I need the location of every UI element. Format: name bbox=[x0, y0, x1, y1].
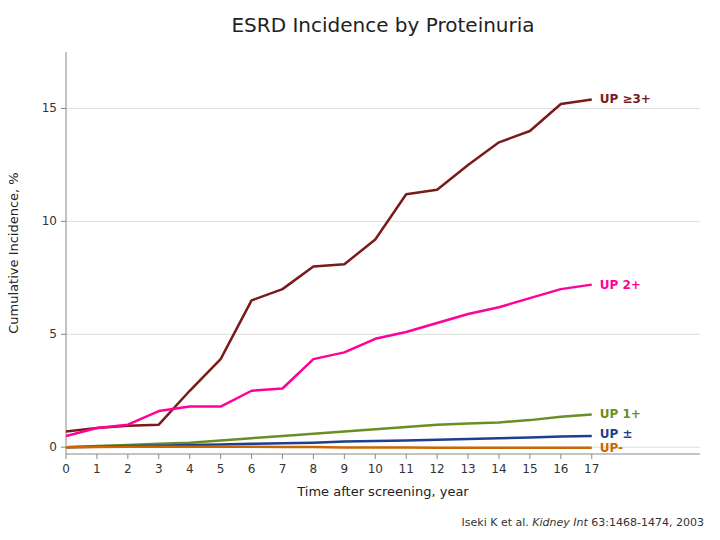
series-label: UP ≥3+ bbox=[600, 92, 651, 106]
citation-part: Kidney Int bbox=[532, 516, 588, 529]
y-tick-label: 15 bbox=[42, 101, 57, 115]
x-tick bbox=[158, 454, 159, 459]
grid-line bbox=[66, 108, 700, 109]
x-tick bbox=[529, 454, 530, 459]
x-tick-label: 11 bbox=[399, 462, 414, 476]
x-tick-label: 15 bbox=[522, 462, 537, 476]
x-tick-label: 13 bbox=[460, 462, 475, 476]
x-tick-label: 3 bbox=[155, 462, 163, 476]
x-tick-label: 2 bbox=[124, 462, 132, 476]
x-tick bbox=[127, 454, 128, 459]
x-tick bbox=[437, 454, 438, 459]
x-tick-label: 9 bbox=[341, 462, 349, 476]
x-tick bbox=[282, 454, 283, 459]
lines bbox=[66, 99, 592, 447]
citation-part: Iseki K et al. bbox=[462, 516, 533, 529]
series-label: UP 1+ bbox=[600, 407, 641, 421]
y-tick-label: 10 bbox=[42, 214, 57, 228]
y-tick-label: 0 bbox=[49, 440, 57, 454]
series-line bbox=[66, 99, 592, 431]
grid bbox=[66, 108, 700, 447]
x-tick-label: 7 bbox=[279, 462, 287, 476]
x-tick bbox=[251, 454, 252, 459]
x-tick bbox=[591, 454, 592, 459]
x-tick-label: 17 bbox=[584, 462, 599, 476]
x-tick bbox=[560, 454, 561, 459]
x-tick bbox=[313, 454, 314, 459]
series-line bbox=[66, 447, 592, 448]
series-label: UP 2+ bbox=[600, 278, 641, 292]
y-axis-label: Cumulative Incidence, % bbox=[6, 172, 21, 333]
x-tick bbox=[468, 454, 469, 459]
y-tick bbox=[61, 108, 66, 109]
x-tick-label: 4 bbox=[186, 462, 194, 476]
citation: Iseki K et al. Kidney Int 63:1468-1474, … bbox=[462, 516, 704, 529]
x-tick-label: 0 bbox=[62, 462, 70, 476]
x-tick-label: 8 bbox=[310, 462, 318, 476]
x-tick-label: 5 bbox=[217, 462, 225, 476]
x-tick bbox=[66, 454, 67, 459]
series-label: UP- bbox=[600, 441, 623, 455]
grid-line bbox=[66, 334, 700, 335]
y-tick bbox=[61, 221, 66, 222]
x-tick bbox=[96, 454, 97, 459]
x-tick bbox=[189, 454, 190, 459]
x-tick bbox=[498, 454, 499, 459]
y-tick-label: 5 bbox=[49, 327, 57, 341]
y-axis-line bbox=[66, 52, 67, 454]
x-tick bbox=[406, 454, 407, 459]
series-line bbox=[66, 414, 592, 447]
x-tick-label: 1 bbox=[93, 462, 101, 476]
series-line bbox=[66, 285, 592, 436]
x-tick-label: 12 bbox=[429, 462, 444, 476]
series-label: UP ± bbox=[600, 427, 633, 441]
chart: 01234567891011121314151617051015UP-UP ±U… bbox=[0, 0, 720, 540]
x-tick-label: 10 bbox=[368, 462, 383, 476]
y-tick bbox=[61, 334, 66, 335]
y-tick bbox=[61, 447, 66, 448]
x-tick-label: 16 bbox=[553, 462, 568, 476]
series-line bbox=[66, 436, 592, 447]
title: ESRD Incidence by Proteinuria bbox=[231, 13, 534, 37]
x-tick bbox=[344, 454, 345, 459]
x-axis-label: Time after screening, year bbox=[296, 484, 469, 499]
x-tick bbox=[220, 454, 221, 459]
x-tick-label: 6 bbox=[248, 462, 256, 476]
x-tick-label: 14 bbox=[491, 462, 506, 476]
citation-part: 63:1468-1474, 2003 bbox=[588, 516, 704, 529]
grid-line bbox=[66, 221, 700, 222]
x-tick bbox=[375, 454, 376, 459]
